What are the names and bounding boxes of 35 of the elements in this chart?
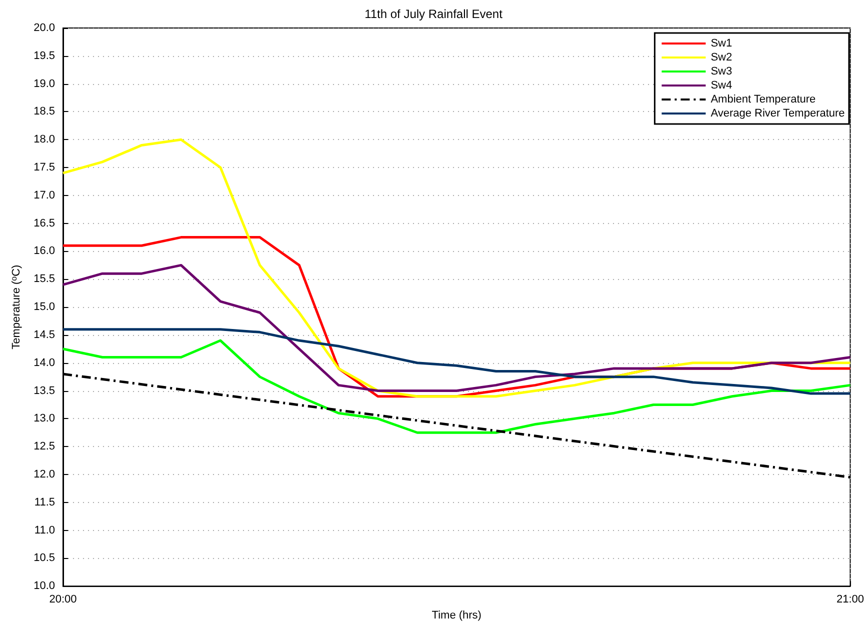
legend-label: Average River Temperature xyxy=(710,108,845,120)
y-tick-label: 16.0 xyxy=(34,245,55,258)
y-tick-label: 10.0 xyxy=(34,580,55,592)
x-tick-label: 21:00 xyxy=(836,594,864,606)
line-series xyxy=(62,328,852,395)
y-tick-label: 17.5 xyxy=(34,162,55,174)
y-tick-label: 13.5 xyxy=(34,384,55,397)
y-axis-title: Temperature (oC) xyxy=(10,264,22,350)
legend-label: Sw4 xyxy=(710,80,732,92)
y-tick-label: 15.0 xyxy=(34,301,55,314)
y-tick-label: 14.0 xyxy=(34,356,55,369)
y-tick-label: 19.0 xyxy=(34,78,55,90)
y-tick-label: 12.5 xyxy=(34,440,55,453)
y-tick-label: 17.0 xyxy=(34,189,55,202)
x-axis-title: Time (hrs) xyxy=(432,610,482,622)
x-tick-label: 20:00 xyxy=(49,594,77,606)
legend-label: Sw2 xyxy=(710,52,732,64)
y-tick-label: 18.0 xyxy=(34,134,55,146)
y-tick-label: 10.5 xyxy=(34,552,55,564)
legend-label: Sw1 xyxy=(710,38,732,50)
y-tick-label: 15.5 xyxy=(34,273,55,286)
y-tick-label: 11.5 xyxy=(34,496,55,508)
legend-label: Sw3 xyxy=(710,66,732,78)
y-tick-label: 16.5 xyxy=(34,217,55,230)
y-tick-label: 13.0 xyxy=(34,412,55,425)
chart-title: 11th of July Rainfall Event xyxy=(364,7,504,21)
y-tick-label: 19.5 xyxy=(34,50,55,62)
line-series xyxy=(62,264,852,392)
y-tick-label: 12.0 xyxy=(34,468,55,480)
y-tick-label: 11.0 xyxy=(34,524,55,536)
y-tick-label: 20.0 xyxy=(34,22,55,34)
y-tick-label: 14.5 xyxy=(34,328,55,341)
legend-label: Ambient Temperature xyxy=(710,94,816,106)
line-series xyxy=(62,339,852,434)
y-tick-label: 18.5 xyxy=(34,106,55,118)
